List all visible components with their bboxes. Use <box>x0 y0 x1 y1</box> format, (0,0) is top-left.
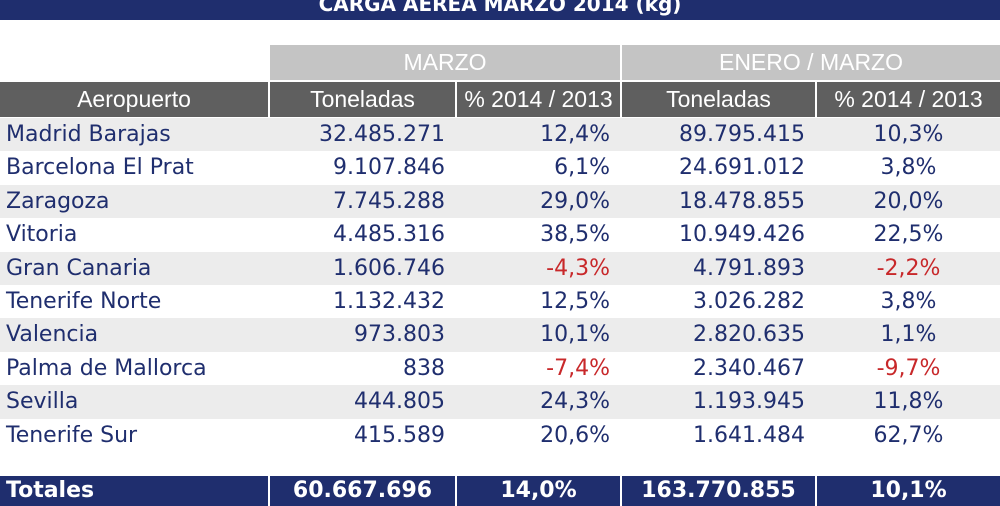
row-bg <box>0 151 1000 185</box>
cell: Barcelona El Prat <box>6 155 194 181</box>
cell: 20,6% <box>540 422 610 448</box>
group-header: MARZO <box>270 45 620 80</box>
cell: 1.193.945 <box>693 389 805 415</box>
cell: Gran Canaria <box>6 255 152 281</box>
cell: -7,4% <box>546 355 610 381</box>
cell: -2,2% <box>876 255 941 281</box>
cell: 2.340.467 <box>693 355 805 381</box>
cell: 10,1% <box>540 322 610 348</box>
cell: 973.803 <box>354 322 445 348</box>
cell: 9.107.846 <box>333 155 445 181</box>
cell: 2.820.635 <box>693 322 805 348</box>
cell: Palma de Mallorca <box>6 355 207 381</box>
row-bg <box>0 351 1000 386</box>
row-bg <box>0 285 1000 319</box>
cell: 415.589 <box>354 422 445 448</box>
cell: Sevilla <box>6 389 79 415</box>
cell: 1,1% <box>880 322 937 348</box>
cell: 89.795.415 <box>679 122 805 147</box>
cell: 20,0% <box>873 188 944 214</box>
cell: 32.485.271 <box>319 122 445 147</box>
cell: -4,3% <box>546 255 610 281</box>
cell: 3,8% <box>880 289 937 314</box>
cell: 62,7% <box>873 422 944 448</box>
cell: 12,5% <box>540 289 610 314</box>
column-header: % 2014 / 2013 <box>457 82 620 117</box>
cell: 1.132.432 <box>333 289 445 314</box>
cell: 24,3% <box>540 389 610 415</box>
totals-cell: Totales <box>0 476 268 506</box>
column-header: % 2014 / 2013 <box>817 82 1000 117</box>
cell: 18.478.855 <box>679 188 805 214</box>
cell: Tenerife Norte <box>6 289 162 314</box>
cell: 4.791.893 <box>693 255 805 281</box>
cell: 24.691.012 <box>679 155 805 181</box>
cell: 12,4% <box>540 122 610 147</box>
cell: 1.606.746 <box>333 255 445 281</box>
column-header: Toneladas <box>270 82 455 117</box>
cell: Tenerife Sur <box>6 422 138 448</box>
cell: 4.485.316 <box>333 222 445 248</box>
totals-cell: 14,0% <box>457 476 620 506</box>
cell: 10,3% <box>873 122 944 147</box>
row-bg <box>0 218 1000 252</box>
cell: 7.745.288 <box>333 188 445 214</box>
cell: Madrid Barajas <box>6 122 171 147</box>
cell: 38,5% <box>540 222 610 248</box>
cell: 22,5% <box>873 222 944 248</box>
cell: Valencia <box>6 322 99 348</box>
group-header: ENERO / MARZO <box>622 45 1000 80</box>
cell: -9,7% <box>876 355 941 381</box>
row-bg <box>0 118 1000 152</box>
totals-cell: 163.770.855 <box>622 476 815 506</box>
title: CARGA AEREA MARZO 2014 (kg) <box>0 0 1000 20</box>
cell: 838 <box>403 355 445 381</box>
cell: 3,8% <box>880 155 937 181</box>
cell: 29,0% <box>540 188 610 214</box>
row-bg <box>0 251 1000 285</box>
cell: 11,8% <box>873 389 944 415</box>
cell: 10.949.426 <box>679 222 805 248</box>
row-bg <box>0 418 1000 452</box>
cell: Vitoria <box>6 222 78 248</box>
totals-cell: 60.667.696 <box>270 476 455 506</box>
cell: Zaragoza <box>6 188 110 214</box>
totals-cell: 10,1% <box>817 476 1000 506</box>
row-bg <box>0 385 1000 419</box>
cell: 444.805 <box>354 389 445 415</box>
cell: 3.026.282 <box>693 289 805 314</box>
row-bg <box>0 184 1000 219</box>
column-header: Toneladas <box>622 82 815 117</box>
row-bg <box>0 318 1000 352</box>
cell: 1.641.484 <box>693 422 805 448</box>
cell: 6,1% <box>554 155 610 181</box>
column-header: Aeropuerto <box>0 82 268 117</box>
